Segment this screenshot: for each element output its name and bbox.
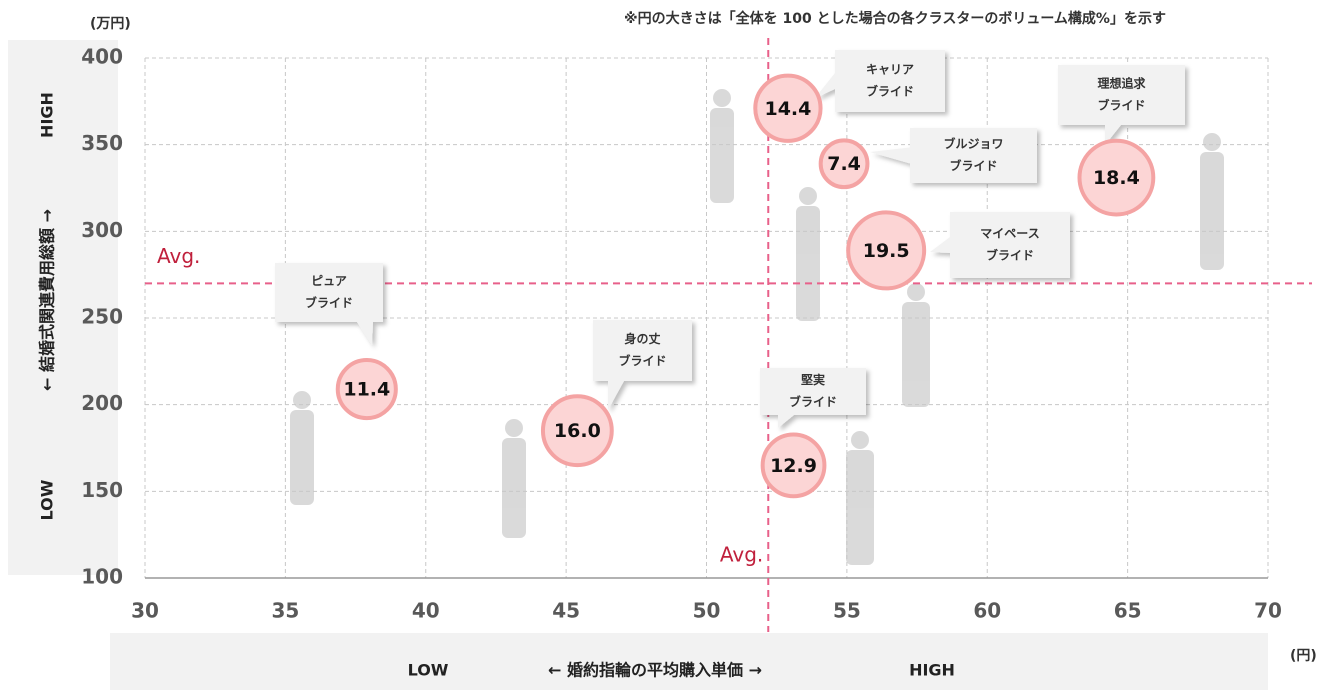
x-label-low: LOW bbox=[408, 661, 449, 680]
x-tick-label: 50 bbox=[693, 599, 721, 623]
bubble-label: 16.0 bbox=[554, 420, 601, 442]
y-tick-label: 300 bbox=[81, 218, 123, 242]
callout-box bbox=[1058, 65, 1185, 125]
callout-text: ブライド bbox=[1097, 98, 1145, 113]
callout-text: マイペース bbox=[980, 227, 1039, 241]
callout-text: ブルジョワ bbox=[943, 136, 1003, 151]
x-tick-label: 35 bbox=[271, 599, 299, 623]
callout-tail bbox=[608, 381, 624, 410]
x-tick-label: 55 bbox=[833, 599, 861, 623]
callout bbox=[930, 212, 1070, 278]
x-tick-label: 30 bbox=[131, 599, 159, 623]
x-unit: (円) bbox=[1290, 648, 1317, 664]
callout-box bbox=[275, 263, 383, 322]
y-label-low: LOW bbox=[38, 479, 57, 520]
callout-text: 身の丈 bbox=[624, 331, 660, 346]
x-tick-label: 45 bbox=[552, 599, 580, 623]
callout-text: ブライド bbox=[789, 394, 837, 409]
x-tick-label: 70 bbox=[1254, 599, 1282, 623]
bubble-label: 14.4 bbox=[764, 98, 811, 120]
bubble-label: 18.4 bbox=[1093, 167, 1140, 189]
bubble-label: 7.4 bbox=[827, 153, 861, 175]
callout-tail bbox=[930, 237, 950, 253]
callout-text: ピュア bbox=[311, 274, 347, 288]
y-tick-label: 100 bbox=[81, 565, 123, 589]
callout-tail bbox=[778, 415, 794, 428]
y-label-high: HIGH bbox=[38, 92, 57, 138]
callout-text: 堅実 bbox=[801, 372, 825, 387]
callout-text: ブライド bbox=[949, 158, 997, 173]
callout-tail bbox=[357, 322, 373, 345]
page: {"chart_data": {"type": "bubble", "note"… bbox=[0, 0, 1340, 690]
chart: (万円) (円) ※円の大きさは「全体を 100 とした場合の各クラスターのボリ… bbox=[0, 0, 1340, 690]
callout bbox=[815, 50, 945, 112]
bubble-label: 19.5 bbox=[863, 240, 910, 262]
x-label-mid: ← 婚約指輪の平均購入単価 → bbox=[548, 661, 762, 680]
callout-text: ブライド bbox=[986, 248, 1034, 263]
y-tick-label: 200 bbox=[81, 391, 123, 415]
bubble-label: 12.9 bbox=[770, 455, 817, 477]
x-tick-label: 60 bbox=[973, 599, 1001, 623]
y-label-mid: ← 結婚式関連費用総額 → bbox=[38, 209, 57, 391]
callout-text: ブライド bbox=[866, 84, 914, 99]
bubble-label: 11.4 bbox=[343, 379, 390, 401]
x-label-high: HIGH bbox=[909, 661, 955, 680]
callout-box bbox=[950, 212, 1070, 278]
callout-text: ブライド bbox=[305, 295, 353, 310]
x-tick-label: 40 bbox=[412, 599, 440, 623]
avg-x-label: Avg. bbox=[720, 543, 763, 567]
y-tick-label: 250 bbox=[81, 305, 123, 329]
callout-box bbox=[593, 320, 692, 381]
y-tick-label: 350 bbox=[81, 131, 123, 155]
y-tick-label: 400 bbox=[81, 45, 123, 69]
callout-text: キャリア bbox=[866, 63, 914, 77]
callout-text: ブライド bbox=[618, 353, 666, 368]
callout-tail bbox=[870, 148, 910, 164]
callout-text: 理想追求 bbox=[1097, 76, 1146, 91]
callout-box bbox=[835, 50, 945, 112]
y-tick-label: 150 bbox=[81, 478, 123, 502]
x-tick-label: 65 bbox=[1114, 599, 1142, 623]
avg-y-label: Avg. bbox=[157, 244, 200, 268]
y-unit: (万円) bbox=[90, 16, 131, 32]
note: ※円の大きさは「全体を 100 とした場合の各クラスターのボリューム構成%」を示… bbox=[624, 10, 1166, 27]
